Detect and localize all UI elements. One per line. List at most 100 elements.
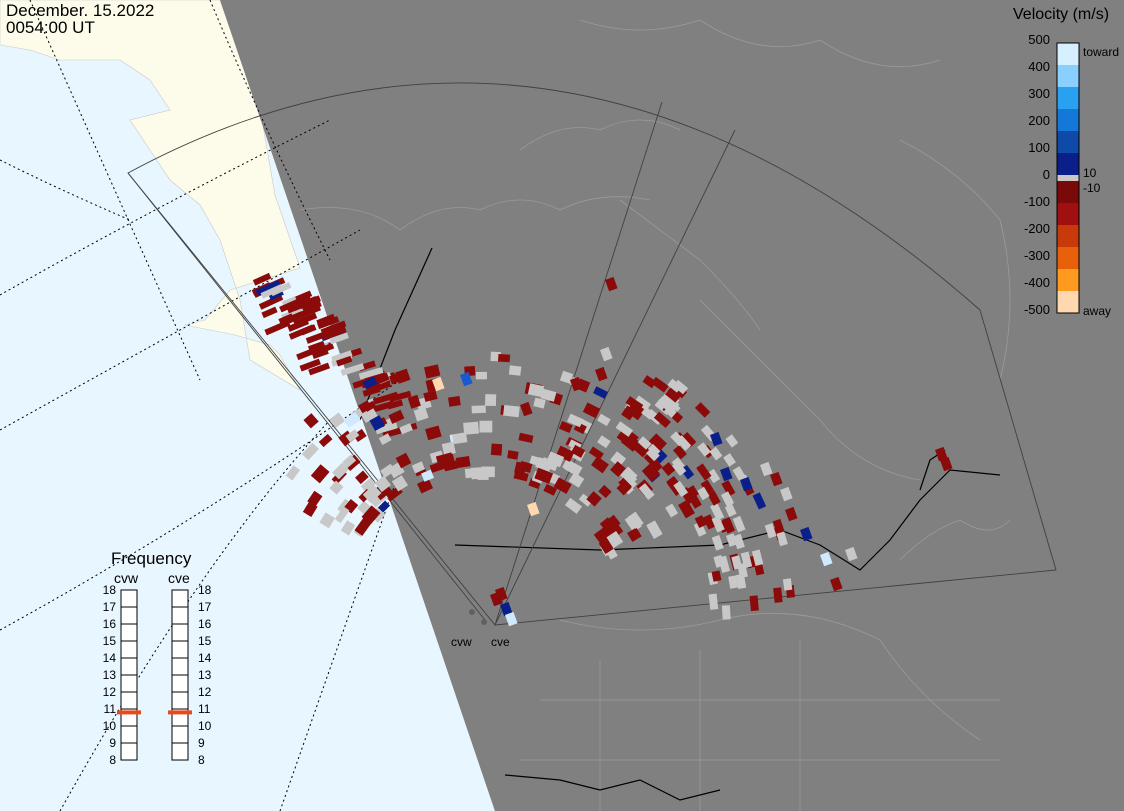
frequency-scale-label: 8 bbox=[109, 753, 116, 767]
scatter-cell bbox=[625, 396, 644, 412]
scatter-cell bbox=[421, 469, 435, 482]
scatter-cell bbox=[649, 458, 663, 473]
scatter-cell bbox=[358, 400, 372, 414]
frequency-cell bbox=[171, 725, 189, 744]
backscatter-cells bbox=[251, 272, 953, 627]
scatter-cell bbox=[740, 476, 753, 492]
colorbar-segment bbox=[1057, 109, 1079, 132]
scatter-cell bbox=[760, 461, 773, 477]
radar-site-cve bbox=[481, 619, 487, 625]
colorbar-tick-label: -200 bbox=[1023, 221, 1050, 236]
scatter-cell bbox=[258, 294, 284, 310]
scatter-cell bbox=[591, 456, 609, 474]
colorbar-segment bbox=[1057, 153, 1079, 176]
scatter-cell bbox=[287, 318, 310, 332]
colorbar-segment bbox=[1057, 247, 1079, 270]
scatter-cell bbox=[686, 485, 699, 499]
scatter-cell bbox=[641, 406, 655, 420]
scatter-cell bbox=[362, 376, 378, 390]
colorbar-segment bbox=[1057, 225, 1079, 248]
frequency-marker-cve bbox=[168, 710, 192, 715]
scatter-cell bbox=[638, 483, 655, 501]
colorbar-mid-label-neg: -10 bbox=[1083, 181, 1101, 195]
scatter-cell bbox=[830, 576, 843, 592]
scatter-cell bbox=[513, 470, 529, 482]
scatter-cell bbox=[340, 520, 356, 536]
frequency-cell bbox=[120, 674, 138, 693]
scatter-cell bbox=[722, 516, 736, 534]
scatter-cell bbox=[255, 279, 281, 296]
scatter-cell bbox=[546, 451, 565, 468]
scatter-cell bbox=[388, 390, 412, 403]
scatter-cell bbox=[728, 575, 739, 589]
scatter-cell bbox=[288, 324, 315, 340]
scatter-cell bbox=[637, 436, 652, 450]
colorbar-ground-scatter bbox=[1057, 175, 1079, 181]
scatter-cell bbox=[782, 578, 793, 591]
scatter-cell bbox=[723, 453, 736, 467]
scatter-cell bbox=[361, 505, 381, 525]
frequency-cell bbox=[120, 640, 138, 659]
scatter-cell bbox=[711, 570, 722, 582]
scatter-cell bbox=[360, 477, 377, 493]
scatter-cell bbox=[354, 517, 372, 536]
scatter-cell bbox=[697, 442, 711, 457]
scatter-cell bbox=[490, 443, 503, 456]
scatter-cell bbox=[732, 515, 746, 533]
scatter-cell bbox=[302, 501, 318, 518]
scatter-cell bbox=[507, 450, 519, 460]
date-label: December. 15.2022 0054:00 UT bbox=[6, 2, 154, 36]
scatter-cell bbox=[672, 379, 689, 395]
scatter-cell bbox=[710, 431, 723, 447]
frequency-cell bbox=[120, 606, 138, 625]
radar-label-cvw: cvw bbox=[451, 635, 472, 649]
scatter-cell bbox=[784, 506, 798, 522]
scatter-cell bbox=[709, 446, 723, 461]
scatter-cell bbox=[720, 491, 735, 507]
frequency-marker-cvw bbox=[117, 710, 141, 715]
scatter-cell bbox=[345, 429, 360, 443]
frequency-scale-label: 12 bbox=[198, 685, 212, 699]
scatter-cell bbox=[353, 428, 367, 443]
scatter-cell bbox=[641, 463, 661, 482]
land-dayside bbox=[0, 0, 301, 391]
scatter-cell bbox=[773, 587, 783, 603]
time-text: 0054:00 UT bbox=[6, 18, 95, 37]
colorbar-segment bbox=[1057, 43, 1079, 66]
scatter-cell bbox=[588, 446, 604, 460]
scatter-cell bbox=[527, 501, 540, 517]
colorbar-segment bbox=[1057, 87, 1079, 110]
scatter-cell bbox=[477, 468, 489, 481]
scatter-cell bbox=[358, 367, 384, 380]
frequency-scale-label: 11 bbox=[103, 702, 116, 716]
scatter-cell bbox=[708, 593, 719, 610]
scatter-cell bbox=[460, 371, 473, 387]
scatter-cell bbox=[285, 465, 301, 481]
colorbar-tick-label: 500 bbox=[1028, 32, 1050, 47]
frequency-cell bbox=[171, 623, 189, 642]
scatter-cell bbox=[424, 364, 441, 379]
frequency-scale-label: 14 bbox=[198, 651, 212, 665]
scatter-cell bbox=[308, 362, 331, 376]
scatter-cell bbox=[399, 423, 413, 435]
scatter-cell bbox=[432, 376, 445, 392]
scatter-cell bbox=[374, 475, 392, 493]
colorbar-tick-label: 100 bbox=[1028, 140, 1050, 155]
scatter-cell bbox=[582, 402, 601, 419]
scatter-cell bbox=[543, 483, 558, 496]
frequency-radar-cvw: cvw bbox=[114, 570, 139, 586]
scatter-cell bbox=[448, 395, 461, 407]
scatter-cell bbox=[559, 370, 574, 384]
colorbar-title: Velocity (m/s) bbox=[1013, 6, 1110, 23]
scatter-cell bbox=[693, 521, 707, 537]
scatter-cell bbox=[534, 467, 554, 484]
colorbar-tick-label: -300 bbox=[1023, 248, 1050, 263]
frequency-cell bbox=[171, 691, 189, 710]
scatter-cell bbox=[673, 445, 687, 460]
scatter-cell bbox=[711, 515, 725, 533]
frequency-scale-label: 9 bbox=[109, 736, 116, 750]
scatter-cell bbox=[298, 295, 321, 309]
scatter-cell bbox=[694, 515, 707, 529]
scatter-cell bbox=[598, 538, 614, 555]
scatter-cell bbox=[310, 464, 330, 484]
